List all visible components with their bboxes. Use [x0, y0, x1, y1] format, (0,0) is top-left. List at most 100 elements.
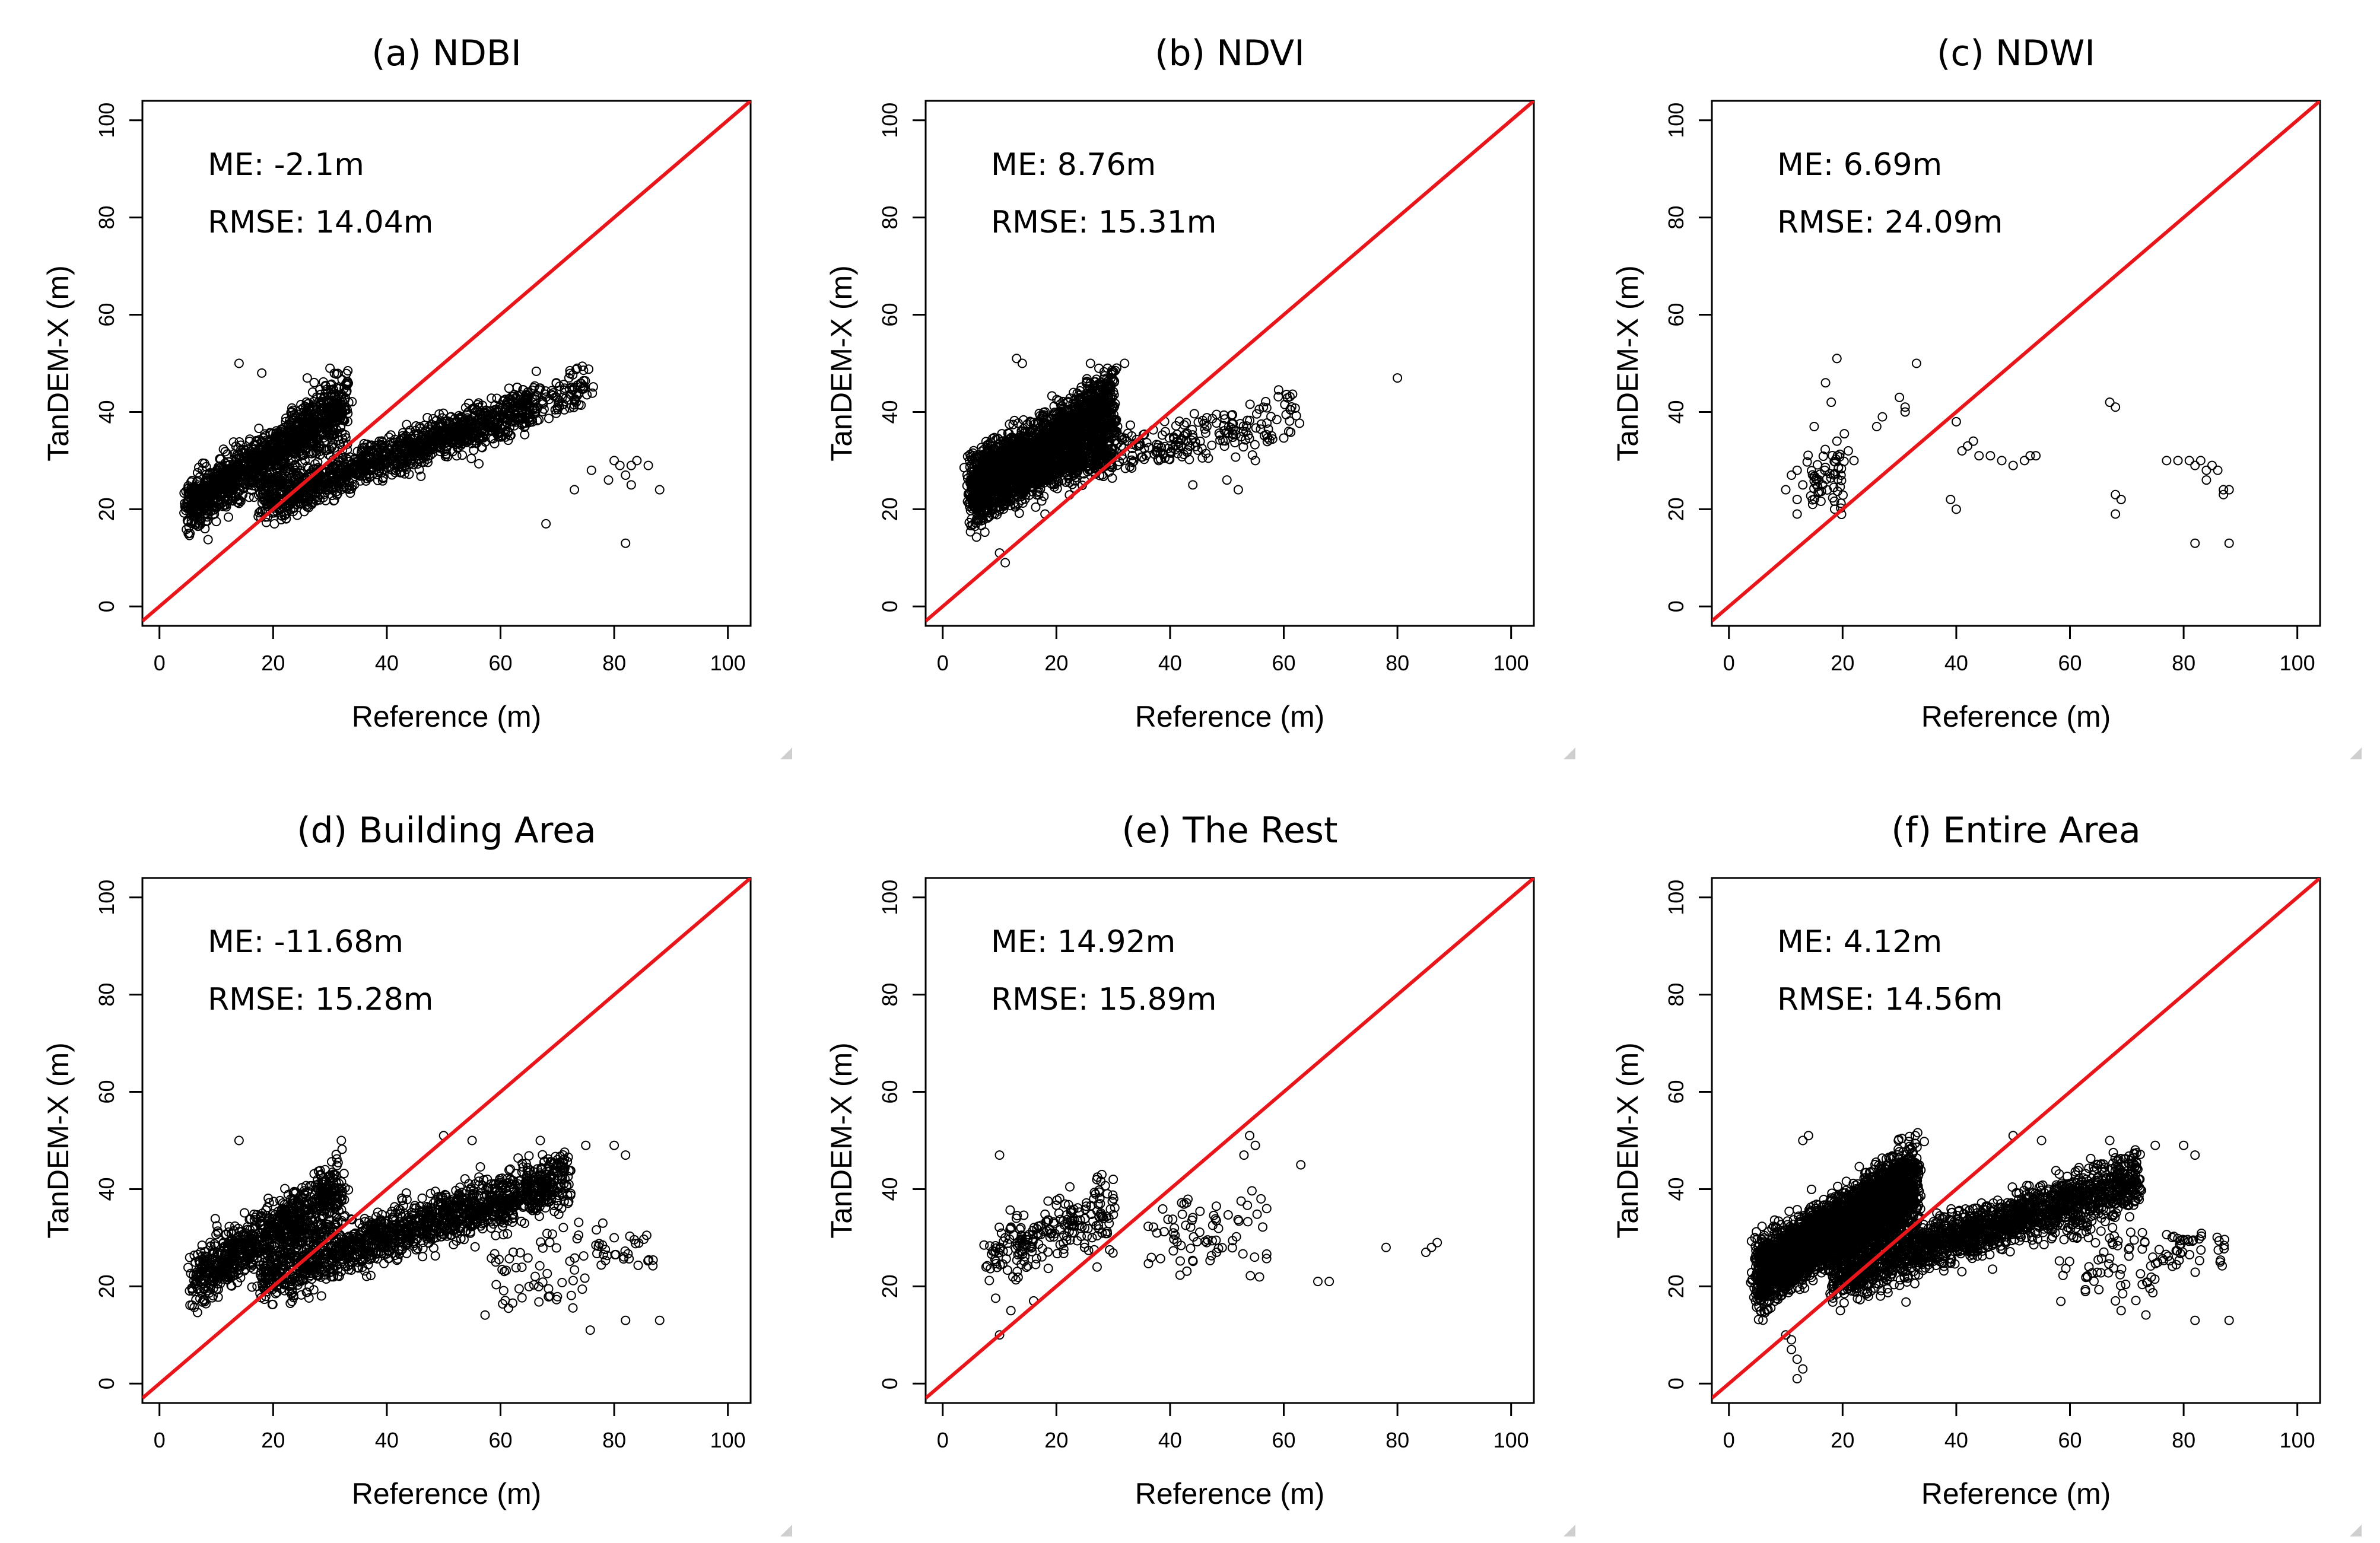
x-tick-label: 0: [154, 651, 166, 675]
data-point: [435, 447, 445, 457]
y-tick-label: 0: [94, 600, 119, 612]
point-layer: [179, 358, 665, 548]
data-point: [443, 451, 453, 462]
data-point: [322, 473, 332, 483]
data-point: [560, 405, 570, 415]
resize-grip-icon: [780, 747, 792, 759]
data-point: [579, 365, 589, 376]
data-point: [252, 468, 262, 478]
data-point: [339, 469, 349, 479]
data-point: [238, 456, 248, 466]
data-point: [276, 480, 286, 490]
data-point: [551, 408, 561, 418]
data-point: [183, 502, 193, 512]
data-point: [506, 430, 516, 440]
data-point: [275, 430, 285, 440]
data-point: [1067, 479, 1077, 489]
data-point: [184, 522, 194, 532]
data-point: [551, 378, 561, 389]
data-point: [207, 468, 217, 478]
data-point: [331, 460, 341, 470]
data-point: [1061, 477, 1071, 487]
data-point: [365, 442, 375, 452]
data-point: [277, 444, 287, 454]
data-point: [464, 398, 474, 408]
data-point: [1016, 426, 1027, 436]
data-point: [319, 437, 329, 447]
data-point: [210, 483, 220, 494]
data-point: [335, 460, 345, 470]
data-point: [626, 460, 636, 470]
rmse-text: RMSE: 14.04m: [208, 205, 433, 240]
x-tick-label: 60: [1272, 651, 1295, 675]
data-point: [228, 481, 239, 491]
data-point: [233, 443, 243, 453]
data-point: [296, 426, 306, 436]
data-point: [357, 447, 367, 457]
data-point: [436, 419, 446, 429]
data-point: [1110, 376, 1120, 386]
data-point: [538, 399, 548, 409]
x-tick-label: 20: [261, 651, 285, 675]
y-tick-label: 60: [94, 303, 119, 327]
data-point: [376, 440, 386, 450]
data-point: [202, 473, 212, 483]
data-point: [520, 392, 530, 402]
data-point: [384, 432, 394, 442]
data-point: [218, 444, 228, 454]
data-point: [261, 486, 271, 497]
data-point: [184, 495, 194, 505]
data-point: [474, 398, 484, 408]
x-tick-label: 80: [1386, 651, 1409, 675]
data-point: [1098, 472, 1108, 482]
data-point: [1107, 473, 1117, 483]
data-point: [278, 463, 288, 473]
data-point: [288, 468, 298, 478]
data-point: [341, 378, 351, 389]
data-point: [369, 448, 379, 458]
data-point: [286, 473, 296, 483]
data-point: [1011, 502, 1021, 512]
data-point: [427, 443, 437, 453]
data-point: [296, 437, 306, 447]
data-point: [522, 389, 532, 399]
data-point: [304, 417, 314, 427]
data-point: [529, 394, 539, 404]
data-point: [411, 442, 421, 452]
data-point: [325, 389, 335, 399]
data-point: [234, 498, 244, 508]
data-point: [344, 456, 354, 466]
data-point: [487, 393, 497, 403]
data-point: [422, 412, 433, 422]
data-point: [202, 477, 212, 487]
data-point: [471, 422, 481, 432]
data-point: [354, 456, 364, 466]
data-point: [261, 482, 271, 492]
data-point: [586, 465, 596, 475]
data-point: [460, 419, 470, 429]
data-point: [288, 507, 298, 517]
data-point: [477, 414, 487, 424]
data-point: [343, 416, 353, 427]
data-point: [254, 424, 264, 434]
data-point: [392, 461, 402, 471]
data-point: [234, 486, 244, 496]
data-point: [249, 492, 259, 502]
data-point: [281, 501, 291, 511]
y-tick-label: 40: [94, 400, 119, 424]
data-point: [989, 432, 999, 443]
data-point: [249, 447, 259, 457]
data-point: [333, 435, 344, 446]
data-point: [510, 393, 520, 403]
data-point: [976, 443, 986, 453]
data-point: [416, 471, 426, 481]
data-point: [221, 502, 231, 512]
data-point: [463, 427, 474, 437]
data-point: [281, 514, 291, 524]
data-point: [534, 415, 544, 425]
data-point: [338, 434, 348, 444]
data-point: [588, 382, 598, 392]
data-point: [615, 460, 625, 470]
panel-title: (b) NDVI: [1155, 33, 1305, 74]
data-point: [390, 467, 400, 478]
